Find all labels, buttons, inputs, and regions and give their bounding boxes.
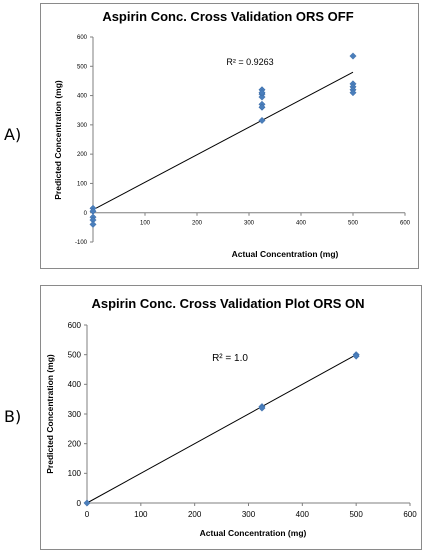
chart-a-y-tick-label: -100 [75, 240, 88, 246]
chart-b-y-axis-title: Predicted Concentration (mg) [45, 354, 55, 474]
chart-a-y-axis-title: Predicted Concentration (mg) [53, 80, 63, 200]
chart-a-y-tick-label: 200 [77, 152, 88, 158]
chart-b-y-tick-label: 0 [77, 499, 82, 508]
chart-b-x-tick-label: 100 [134, 510, 148, 519]
chart-b-data-point [83, 499, 91, 507]
chart-b-r2-annotation: R² = 1.0 [212, 353, 248, 364]
chart-a-data-point [89, 220, 97, 228]
chart-a-data-point [258, 93, 266, 101]
chart-b-y-tick-label: 200 [68, 439, 82, 448]
panel-a-label: A) [4, 125, 22, 144]
chart-b-x-axis-title: Actual Concentration (mg) [200, 528, 307, 538]
chart-b-data-point [352, 352, 360, 360]
chart-b-y-tick-label: 500 [68, 350, 82, 359]
chart-b-y-tick-label: 400 [68, 380, 82, 389]
chart-a-y-tick-label: 500 [77, 64, 88, 70]
chart-b-y-tick-label: 300 [68, 410, 82, 419]
chart-a-x-tick-label: 100 [140, 221, 151, 227]
chart-a-title: Aspirin Conc. Cross Validation ORS OFF [102, 9, 353, 24]
panel-b-label: B) [4, 407, 22, 426]
chart-b-title: Aspirin Conc. Cross Validation Plot ORS … [91, 296, 364, 311]
chart-a-x-tick-label: 500 [348, 221, 359, 227]
chart-a-data-point [349, 52, 357, 60]
chart-b-y-tick-label: 100 [68, 469, 82, 478]
chart-a-y-tick-label: 400 [77, 94, 88, 100]
chart-a-data-point [258, 89, 266, 97]
chart-a-y-tick-label: 300 [77, 123, 88, 129]
chart-a-r2-annotation: R² = 0.9263 [226, 57, 273, 67]
chart-a-x-tick-label: 200 [192, 221, 203, 227]
chart-a-x-tick-label: 600 [400, 221, 411, 227]
chart-b-y-tick-label: 600 [68, 321, 82, 330]
chart-b-trendline [86, 354, 357, 504]
chart-a-y-tick-label: 0 [84, 211, 88, 217]
chart-a-x-axis-title: Actual Concentration (mg) [232, 249, 339, 259]
chart-b-x-tick-label: 0 [85, 510, 90, 519]
chart-b-x-tick-label: 300 [242, 510, 256, 519]
chart-b-frame [40, 285, 422, 550]
chart-b-data-point [258, 404, 266, 412]
chart-b-x-tick-label: 500 [349, 510, 363, 519]
chart-a-x-tick-label: 400 [296, 221, 307, 227]
chart-a-trendline [92, 71, 354, 211]
chart-b-x-tick-label: 400 [296, 510, 310, 519]
chart-a-y-tick-label: 600 [77, 35, 88, 41]
chart-b-x-tick-label: 600 [403, 510, 417, 519]
chart-a-y-tick-label: 100 [77, 182, 88, 188]
chart-a-x-tick-label: 300 [244, 221, 255, 227]
chart-b-x-tick-label: 200 [188, 510, 202, 519]
chart-a-data-point [349, 89, 357, 97]
chart-a-data-point [258, 103, 266, 111]
chart-a-frame [40, 3, 419, 269]
chart-a-data-point [258, 116, 266, 125]
